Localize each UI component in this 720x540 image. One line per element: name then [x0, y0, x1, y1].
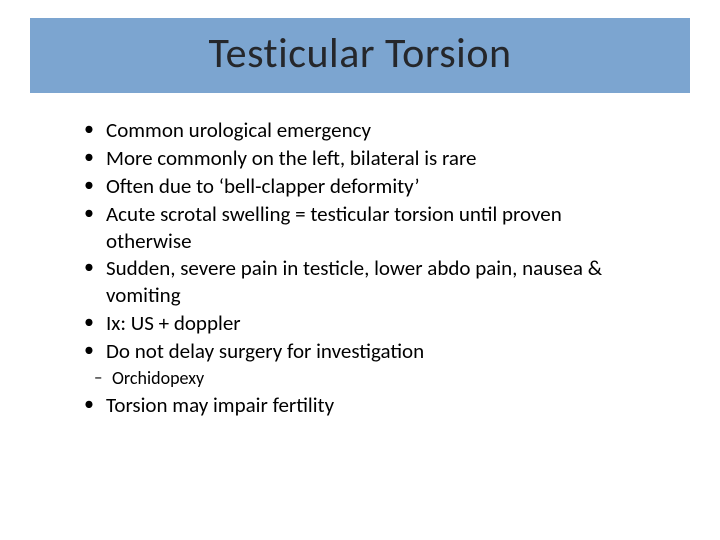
slide-title: Testicular Torsion	[30, 28, 690, 79]
bullet-item: Ix: US + doppler	[88, 310, 652, 337]
slide-container: Testicular Torsion Common urological eme…	[0, 0, 720, 540]
title-box: Testicular Torsion	[30, 18, 690, 93]
bullet-item: Torsion may impair fertility	[88, 392, 652, 419]
bullet-item: Common urological emergency	[88, 117, 652, 144]
sub-bullet-item: Orchidopexy	[96, 367, 652, 390]
bullet-list: Common urological emergency More commonl…	[68, 117, 652, 365]
bullet-item: Acute scrotal swelling = testicular tors…	[88, 201, 652, 255]
bullet-list-final: Torsion may impair fertility	[68, 392, 652, 419]
bullet-item: Sudden, severe pain in testicle, lower a…	[88, 255, 652, 309]
bullet-item: Do not delay surgery for investigation	[88, 338, 652, 365]
bullet-item: More commonly on the left, bilateral is …	[88, 145, 652, 172]
sub-bullet-list: Orchidopexy	[68, 367, 652, 390]
content-area: Common urological emergency More commonl…	[30, 93, 690, 419]
bullet-item: Often due to ‘bell-clapper deformity’	[88, 173, 652, 200]
